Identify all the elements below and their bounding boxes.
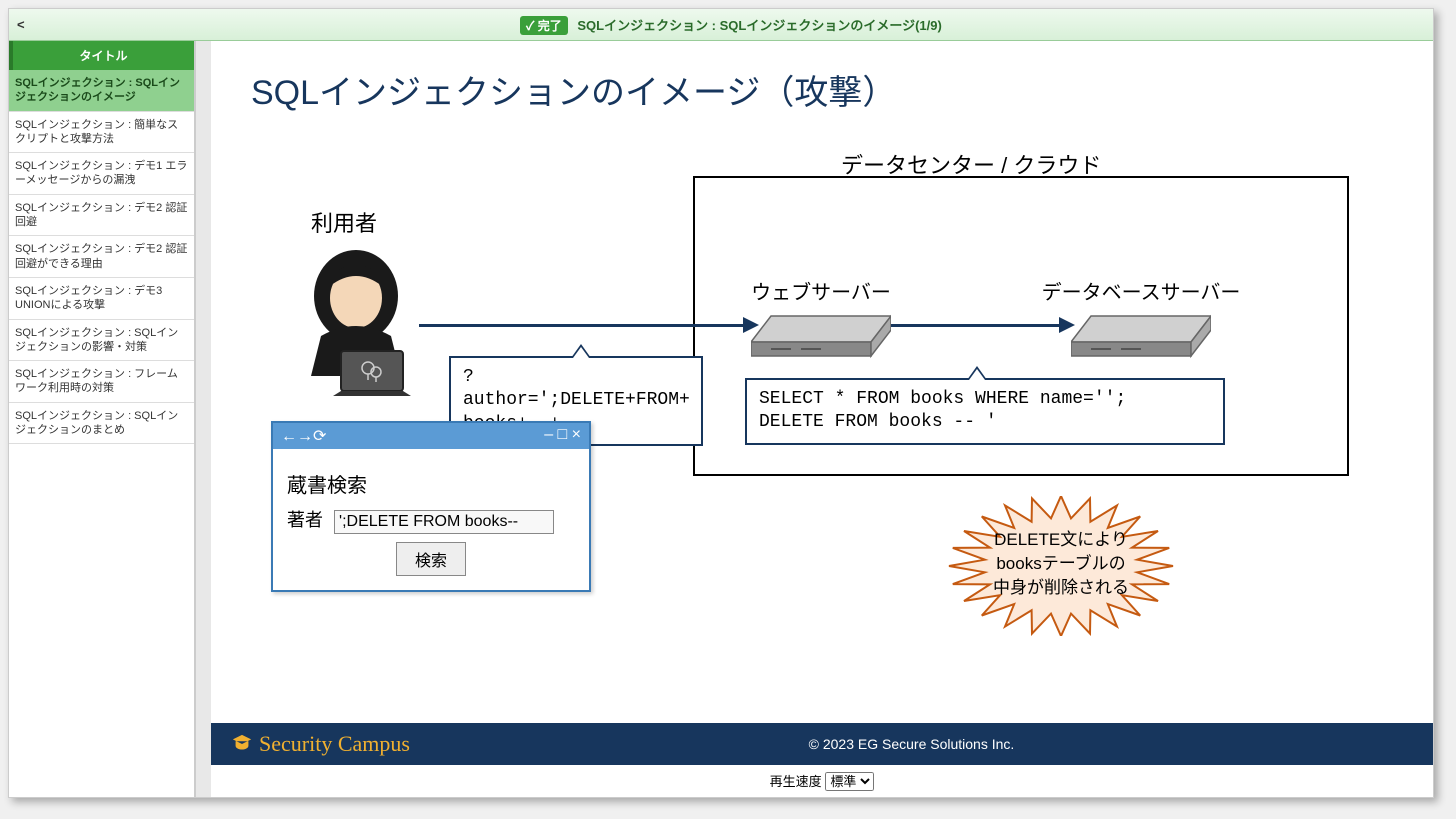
app-window: < ✓ 完了 SQLインジェクション : SQLインジェクションのイメージ(1/… (8, 8, 1434, 798)
brand: Security Campus (231, 731, 410, 757)
author-label: 著者 (287, 510, 323, 530)
graduation-cap-icon (231, 733, 253, 755)
sidebar-item[interactable]: SQLインジェクション : 簡単なスクリプトと攻撃方法 (9, 112, 194, 154)
back-button[interactable]: < (17, 17, 37, 32)
search-button[interactable]: 検索 (396, 542, 466, 576)
sidebar-header: タイトル (9, 41, 194, 70)
starburst-l3: 中身が削除される (921, 576, 1201, 600)
sidebar-item[interactable]: SQLインジェクション : デモ1 エラーメッセージからの漏洩 (9, 153, 194, 195)
browser-window-icons[interactable]: – □ × (544, 426, 581, 446)
topbar: < ✓ 完了 SQLインジェクション : SQLインジェクションのイメージ(1/… (9, 9, 1433, 41)
sidebar: タイトル SQLインジェクション : SQLインジェクションのイメージSQLイン… (9, 41, 195, 797)
starburst-l2: booksテーブルの (921, 552, 1201, 576)
sql-line1: SELECT * FROM books WHERE name=''; (759, 388, 1211, 411)
hacker-icon (291, 246, 421, 401)
sidebar-item[interactable]: SQLインジェクション : SQLインジェクションの影響・対策 (9, 320, 194, 362)
slide-area: SQLインジェクションのイメージ（攻撃） 利用者 (211, 41, 1433, 723)
sidebar-item[interactable]: SQLインジェクション : デモ3 UNIONによる攻撃 (9, 278, 194, 320)
slide-footer: Security Campus © 2023 EG Secure Solutio… (211, 723, 1433, 765)
arrow-head-2 (1059, 317, 1075, 333)
db-server-label: データベースサーバー (1031, 276, 1251, 305)
slide-title: SQLインジェクションのイメージ（攻撃） (251, 65, 1403, 114)
sidebar-scrollbar[interactable] (195, 41, 211, 797)
starburst-callout: DELETE文により booksテーブルの 中身が削除される (921, 496, 1201, 636)
browser-window: ←→⟳ – □ × 蔵書検索 著者 検索 (271, 421, 591, 592)
browser-body: 蔵書検索 著者 検索 (273, 449, 589, 590)
sidebar-item[interactable]: SQLインジェクション : デモ2 認証回避ができる理由 (9, 236, 194, 278)
browser-heading: 蔵書検索 (287, 469, 575, 498)
author-input[interactable] (334, 510, 554, 534)
brand-text: Security Campus (259, 731, 410, 757)
diagram: 利用者 (241, 126, 1351, 636)
request-line1: ?author=';DELETE+FROM+ (463, 366, 689, 413)
web-server-icon (751, 306, 891, 371)
body: タイトル SQLインジェクション : SQLインジェクションのイメージSQLイン… (9, 41, 1433, 797)
content: SQLインジェクションのイメージ（攻撃） 利用者 (211, 41, 1433, 797)
web-server-label: ウェブサーバー (751, 276, 891, 305)
starburst-text: DELETE文により booksテーブルの 中身が削除される (921, 528, 1201, 599)
starburst-l1: DELETE文により (921, 528, 1201, 552)
speed-label: 再生速度 (770, 774, 822, 789)
sql-callout: SELECT * FROM books WHERE name=''; DELET… (745, 378, 1225, 445)
user-label: 利用者 (311, 206, 377, 238)
sidebar-item[interactable]: SQLインジェクション : SQLインジェクションのイメージ (9, 70, 194, 112)
speed-select[interactable]: 標準 (825, 772, 874, 791)
player-bar: 再生速度 標準 (211, 765, 1433, 797)
arrow-user-to-web (419, 324, 745, 327)
arrow-head-1 (743, 317, 759, 333)
browser-nav-icons[interactable]: ←→⟳ (281, 426, 326, 446)
status-badge: ✓ 完了 (520, 16, 568, 35)
copyright: © 2023 EG Secure Solutions Inc. (410, 736, 1413, 752)
sidebar-item[interactable]: SQLインジェクション : デモ2 認証回避 (9, 195, 194, 237)
topbar-title: SQLインジェクション : SQLインジェクションのイメージ(1/9) (577, 18, 941, 33)
sql-line2: DELETE FROM books -- ' (759, 411, 1211, 434)
sidebar-item[interactable]: SQLインジェクション : SQLインジェクションのまとめ (9, 403, 194, 445)
sidebar-item[interactable]: SQLインジェクション : フレームワーク利用時の対策 (9, 361, 194, 403)
topbar-title-wrap: ✓ 完了 SQLインジェクション : SQLインジェクションのイメージ(1/9) (37, 15, 1425, 35)
db-server-icon (1071, 306, 1211, 371)
browser-titlebar: ←→⟳ – □ × (273, 423, 589, 449)
status-label: 完了 (538, 19, 562, 33)
arrow-web-to-db (891, 324, 1061, 327)
